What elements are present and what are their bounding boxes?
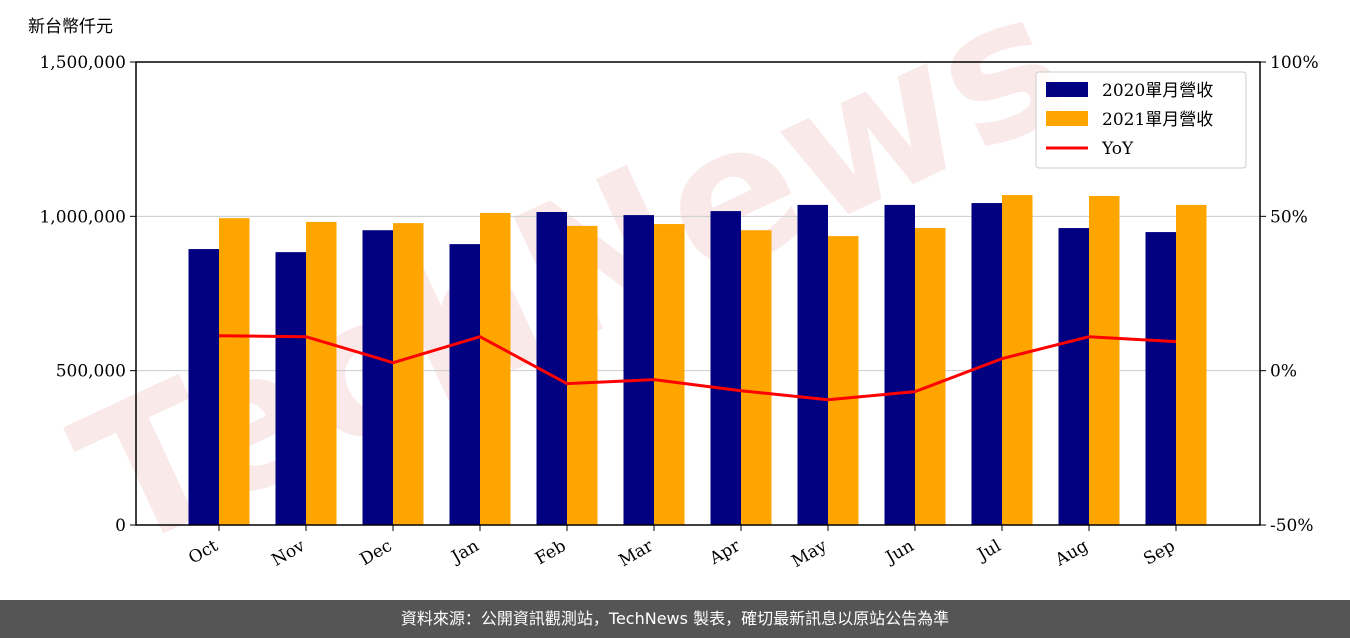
y2-tick-label: 0%	[1270, 362, 1297, 382]
x-tick-label: Mar	[616, 536, 658, 572]
bar	[654, 224, 685, 526]
x-tick-label: Jun	[881, 536, 918, 569]
x-tick-label: Jan	[447, 536, 483, 568]
bar	[188, 249, 219, 525]
bar	[480, 212, 511, 526]
x-tick-label: May	[788, 536, 831, 572]
plot-frame	[135, 61, 1261, 526]
legend-label: 2021單月營收	[1102, 110, 1213, 130]
x-tick-label: Sep	[1140, 536, 1178, 570]
bar	[393, 223, 424, 525]
bar	[828, 236, 859, 525]
x-tick-label: Dec	[357, 536, 396, 570]
legend-swatch	[1046, 82, 1088, 97]
line-series	[218, 334, 1177, 402]
bar	[741, 230, 772, 525]
y-tick-label: 500,000	[56, 362, 126, 382]
bar	[1002, 195, 1033, 525]
y-tick-label: 1,000,000	[39, 207, 126, 227]
x-tick-label: Jul	[973, 536, 1005, 566]
bar	[797, 204, 828, 526]
y2-tick-label: 50%	[1270, 207, 1308, 227]
footer: 資料來源：公開資訊觀測站，TechNews 製表，確切最新訊息以原站公告為準	[0, 600, 1350, 638]
y-axis-unit: 新台幣仟元	[28, 17, 113, 37]
bar	[306, 221, 337, 525]
legend-label: 2020單月營收	[1102, 81, 1213, 101]
bar	[1176, 204, 1207, 526]
bar	[275, 252, 306, 525]
bar	[1058, 228, 1089, 525]
chart: 新台幣仟元 TechNews 0500,0001,000,0001,500,00…	[28, 0, 1319, 594]
x-tick-label: Apr	[706, 536, 745, 570]
legend-label: YoY	[1101, 139, 1134, 159]
bar	[1145, 232, 1176, 526]
bar	[710, 211, 741, 525]
bar	[915, 228, 946, 525]
y2-tick-label: 100%	[1270, 53, 1319, 73]
bar	[884, 204, 915, 526]
bar	[1089, 195, 1120, 525]
bar	[219, 218, 250, 525]
bar	[449, 244, 480, 525]
y-tick-label: 1,500,000	[39, 53, 126, 73]
legend-box	[1035, 71, 1247, 169]
y-tick-label: 0	[115, 516, 126, 536]
legend-swatch	[1046, 111, 1088, 126]
bar	[623, 215, 654, 525]
x-tick-label: Aug	[1051, 536, 1092, 571]
x-tick-label: Nov	[268, 536, 308, 571]
y2-tick-label: -50%	[1270, 516, 1314, 536]
bar	[362, 230, 393, 525]
bar	[567, 225, 598, 526]
x-tick-label: Feb	[532, 536, 570, 569]
